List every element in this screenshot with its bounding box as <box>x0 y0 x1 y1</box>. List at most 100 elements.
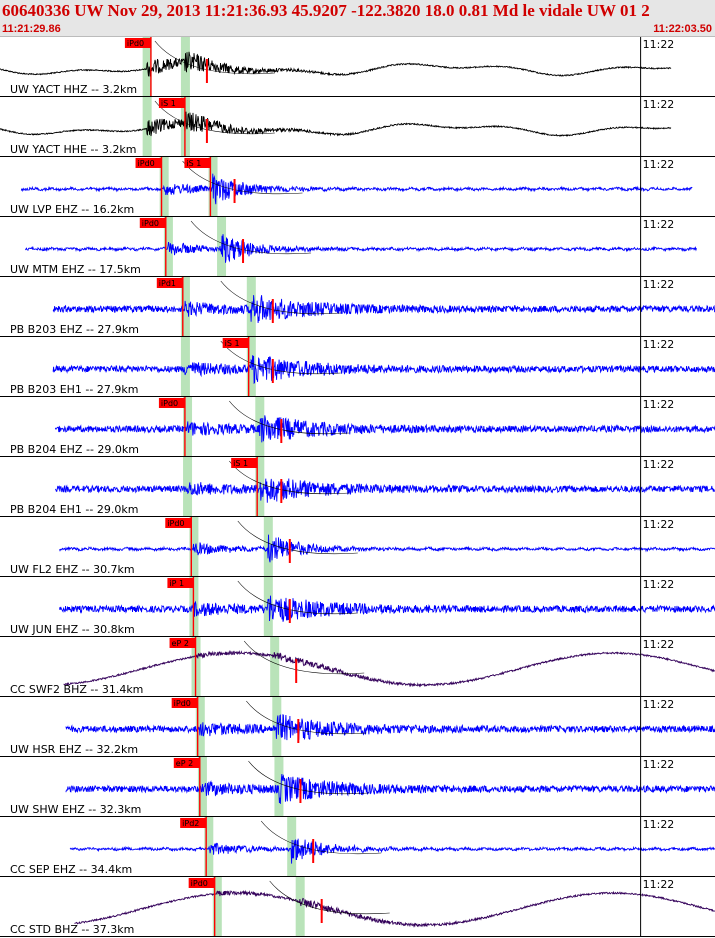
station-label: UW LVP EHZ -- 16.2km <box>10 203 134 216</box>
window-end-time: 11:22:03.50 <box>653 23 712 35</box>
pick-box <box>135 158 162 168</box>
coda-curve <box>229 400 350 435</box>
time-tick-label: 11:22 <box>643 398 675 411</box>
window-start-time: 11:21:29.86 <box>2 23 61 35</box>
pick-window <box>180 337 190 397</box>
coda-curve <box>190 220 312 255</box>
pick-label: iPd0 <box>138 159 155 168</box>
station-label: PB B204 EHZ -- 29.0km <box>10 443 139 456</box>
pick-label: iPd1 <box>159 279 176 288</box>
pick-window <box>142 97 152 157</box>
station-label: CC SEP EHZ -- 34.4km <box>10 863 132 876</box>
station-label: PB B203 EH1 -- 27.9km <box>10 383 138 396</box>
pick-box <box>173 758 200 768</box>
coda-curve <box>229 460 350 495</box>
time-tick-label: 11:22 <box>643 638 675 651</box>
trace-waveform <box>65 714 715 742</box>
seismogram-panel: iPd0 11:22 UW YACT HHZ -- 3.2km iS 1 11:22 UW… <box>0 37 715 937</box>
pick-label: eP 2 <box>176 759 193 768</box>
pick-box <box>171 698 198 708</box>
time-tick-label: 11:22 <box>643 698 675 711</box>
station-label: UW YACT HHZ -- 3.2km <box>10 83 137 96</box>
pick-box <box>188 878 215 888</box>
trace-waveform <box>69 838 715 864</box>
coda-curve <box>246 700 367 735</box>
pick-window <box>263 577 273 637</box>
station-label: CC STD BHZ -- 37.3km <box>10 923 134 936</box>
event-header: 60640336 UW Nov 29, 2013 11:21:36.93 45.… <box>0 0 715 37</box>
pick-window <box>295 877 305 937</box>
station-label: PB B204 EH1 -- 29.0km <box>10 503 138 516</box>
time-tick-label: 11:22 <box>643 578 675 591</box>
trace-waveform <box>65 773 715 804</box>
time-tick-label: 11:22 <box>643 158 675 171</box>
trace-waveform <box>59 534 715 563</box>
time-tick-label: 11:22 <box>643 38 675 51</box>
time-tick-label: 11:22 <box>643 218 675 231</box>
station-label: UW YACT HHE -- 3.2km <box>10 143 137 156</box>
time-tick-label: 11:22 <box>643 518 675 531</box>
station-label: UW MTM EHZ -- 17.5km <box>10 263 141 276</box>
pick-box <box>124 38 151 48</box>
pick-window <box>246 337 256 397</box>
pick-window <box>270 637 280 697</box>
pick-label: iPd0 <box>174 699 191 708</box>
pick-label: iS 1 <box>225 339 240 348</box>
coda-curve <box>248 760 369 795</box>
station-label: CC SWF2 BHZ -- 31.4km <box>10 683 143 696</box>
pick-box <box>231 458 258 468</box>
trace-waveform <box>54 415 715 443</box>
station-label: PB B203 EHZ -- 27.9km <box>10 323 139 336</box>
event-title: 60640336 UW Nov 29, 2013 11:21:36.93 45.… <box>2 1 650 20</box>
time-tick-label: 11:22 <box>643 878 675 891</box>
pick-window <box>180 277 190 337</box>
trace-waveform <box>74 889 715 928</box>
pick-label: iPd0 <box>127 39 144 48</box>
pick-box <box>158 398 185 408</box>
coda-curve <box>243 640 365 675</box>
trace-waveform <box>59 595 715 622</box>
pick-box <box>139 218 166 228</box>
trace-waveform <box>63 649 715 688</box>
pick-window <box>212 877 222 937</box>
trace-waveform <box>54 478 715 503</box>
pick-label: iS 1 <box>186 159 201 168</box>
pick-label: iPd0 <box>142 219 159 228</box>
coda-curve <box>182 160 303 195</box>
coda-curve <box>237 580 358 615</box>
pick-label: iS 1 <box>161 99 176 108</box>
pick-label: eP 2 <box>172 639 189 648</box>
time-tick-label: 11:22 <box>643 458 675 471</box>
trace-waveform <box>52 295 715 324</box>
pick-label: iPd0 <box>191 879 208 888</box>
pick-box <box>169 638 196 648</box>
trace-waveform <box>25 234 697 263</box>
coda-curve <box>220 340 341 375</box>
pick-box <box>165 518 192 528</box>
pick-window <box>274 757 284 817</box>
station-label: UW HSR EHZ -- 32.2km <box>10 743 138 756</box>
coda-curve <box>269 880 390 915</box>
time-tick-label: 11:22 <box>643 98 675 111</box>
coda-curve <box>220 280 341 315</box>
coda-curve <box>237 520 358 555</box>
coda-curve <box>154 100 275 135</box>
pick-window <box>183 457 193 517</box>
trace-waveform <box>0 111 672 137</box>
trace-waveform <box>0 51 672 77</box>
time-tick-label: 11:22 <box>643 278 675 291</box>
pick-box <box>222 338 249 348</box>
time-tick-label: 11:22 <box>643 338 675 351</box>
pick-label: iPd0 <box>161 399 178 408</box>
trace-waveform <box>52 355 715 385</box>
station-label: UW FL2 EHZ -- 30.7km <box>10 563 135 576</box>
time-tick-label: 11:22 <box>643 758 675 771</box>
pick-box <box>167 578 194 588</box>
pick-label: iS 1 <box>233 459 248 468</box>
pick-label: iPd2 <box>182 819 199 828</box>
pick-box <box>158 98 185 108</box>
pick-label: iP 1 <box>169 579 184 588</box>
pick-label: iPd0 <box>167 519 184 528</box>
time-tick-label: 11:22 <box>643 818 675 831</box>
station-label: UW JUN EHZ -- 30.8km <box>10 623 135 636</box>
